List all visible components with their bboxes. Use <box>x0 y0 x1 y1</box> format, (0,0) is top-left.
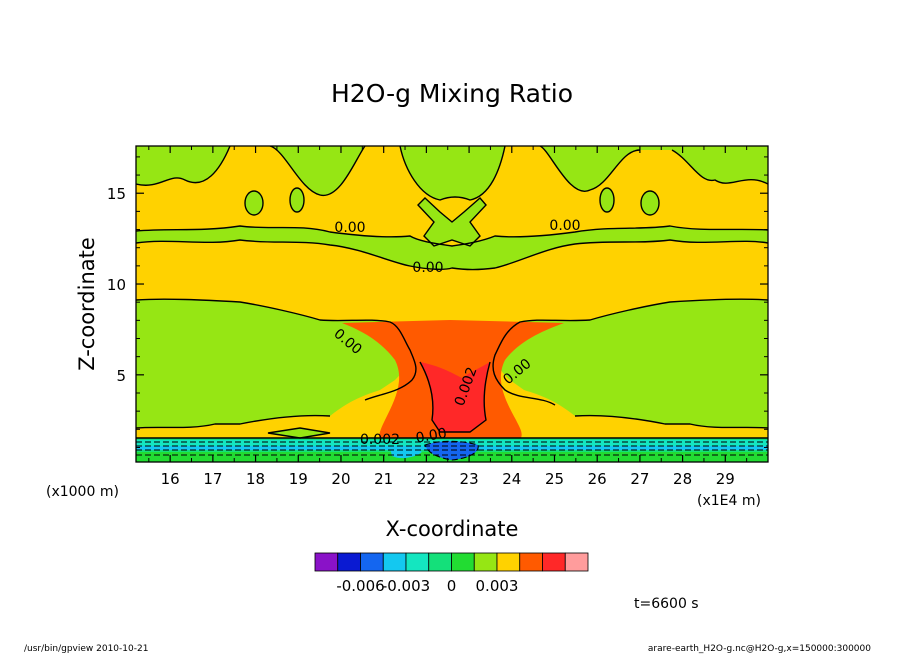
x-tick-label: 24 <box>502 470 521 488</box>
x-tick-label: 21 <box>374 470 393 488</box>
colorbar-tick-label: 0 <box>447 577 457 595</box>
x-tick-label: 26 <box>588 470 607 488</box>
field-green-blob <box>641 191 659 215</box>
colorbar-tick-label: -0.006 <box>336 577 384 595</box>
y-tick-label: 10 <box>107 276 126 294</box>
colorbar-swatch <box>360 552 384 572</box>
time-label: t=6600 s <box>634 596 699 612</box>
colorbar-swatch <box>519 552 543 572</box>
colorbar-swatch <box>382 552 407 572</box>
x-tick-label: 18 <box>246 470 265 488</box>
field-green-blob <box>290 188 304 212</box>
colorbar-swatch <box>405 552 430 572</box>
field-red-core <box>420 362 490 432</box>
contour-lines <box>136 146 768 439</box>
y-tick-label: 15 <box>107 185 126 203</box>
colorbar <box>314 552 589 572</box>
plot-frame <box>135 145 769 463</box>
x-axis-title: X-coordinate <box>386 517 519 541</box>
colorbar-swatch <box>314 552 339 572</box>
x-tick-label: 27 <box>630 470 649 488</box>
colorbar-swatch <box>337 552 361 572</box>
contour-label: 0.00 <box>412 260 443 276</box>
x-tick-label: 19 <box>289 470 308 488</box>
x-tick-label: 22 <box>417 470 436 488</box>
colorbar-tick-labels: -0.006-0.003 0 0.003 <box>336 577 518 595</box>
negative-contours <box>136 440 768 461</box>
colorbar-swatch <box>542 552 566 572</box>
field-green-blob <box>245 191 263 215</box>
x-tick-label: 17 <box>203 470 222 488</box>
colorbar-swatch <box>496 552 521 572</box>
field-green-blob <box>600 188 614 212</box>
field-yellow-middle <box>136 240 768 322</box>
contour-label: 0.00 <box>415 425 448 446</box>
plot-area <box>135 145 769 463</box>
footer-left: /usr/bin/gpview 2010-10-21 <box>24 644 148 654</box>
colorbar-swatch <box>428 552 452 572</box>
x-tick-label: 23 <box>460 470 479 488</box>
colorbar-swatch <box>564 552 589 572</box>
colorbar-swatch <box>473 552 498 572</box>
x-tick-label: 25 <box>545 470 564 488</box>
y-axis-title: Z-coordinate <box>75 237 99 371</box>
y-tick-label: 5 <box>116 367 126 385</box>
contour-label: 0.00 <box>334 220 365 236</box>
y-unit-label: (x1000 m) <box>46 484 119 500</box>
field-yellow-upper <box>136 146 768 246</box>
colorbar-tick-label: -0.003 <box>382 577 430 595</box>
x-tick-label: 16 <box>161 470 180 488</box>
y-axis: 5 10 15 <box>107 156 768 448</box>
x-tick-label: 28 <box>673 470 692 488</box>
x-tick-label: 29 <box>716 470 735 488</box>
x-axis: 16 17 18 19 20 21 22 23 24 25 26 27 28 29 <box>148 146 748 488</box>
chart-title: H2O-g Mixing Ratio <box>331 79 573 108</box>
contour-label: 0.002 <box>360 432 400 448</box>
contour-label: 0.00 <box>549 218 580 234</box>
x-unit-label: (x1E4 m) <box>697 493 761 509</box>
x-tick-label: 20 <box>331 470 350 488</box>
colorbar-swatch <box>451 552 475 572</box>
footer-right: arare-earth_H2O-g.nc@H2O-g,x=150000:3000… <box>648 644 871 654</box>
colorbar-tick-label: 0.003 <box>476 577 519 595</box>
